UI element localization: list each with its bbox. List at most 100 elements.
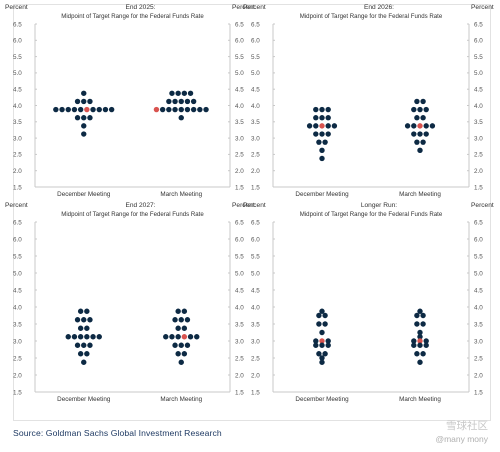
y-tick-label-right: 4.0: [235, 103, 244, 110]
y-tick-label-left: 6.5: [13, 219, 22, 226]
dot: [319, 355, 325, 361]
y-tick-label-right: 3.0: [235, 338, 244, 345]
y-tick-label-left: 5.0: [251, 70, 260, 77]
source-note: Source: Goldman Sachs Global Investment …: [13, 428, 222, 438]
dot: [411, 342, 417, 348]
dot: [313, 131, 319, 137]
y-tick-label-left: 4.0: [13, 304, 22, 311]
y-tick-label-right: 1.5: [235, 389, 244, 396]
dot: [313, 123, 319, 129]
y-tick-label-left: 4.5: [251, 287, 260, 294]
y-tick-label-left: 3.5: [13, 119, 22, 126]
y-tick-label-right: 4.5: [474, 287, 483, 294]
dot: [172, 342, 178, 348]
y-tick-label-left: 5.0: [251, 270, 260, 277]
dot: [313, 342, 319, 348]
y-tick-label-left: 5.0: [13, 70, 22, 77]
dot: [77, 334, 84, 340]
y-axis-title-left: Percent: [5, 4, 28, 11]
y-tick-label-right: 4.0: [474, 304, 483, 311]
dot: [175, 334, 181, 340]
y-tick-label-left: 2.0: [251, 168, 260, 175]
dot: [417, 308, 423, 314]
dot: [420, 139, 426, 145]
y-tick-label-right: 4.5: [235, 287, 244, 294]
dot: [178, 115, 184, 121]
dot: [319, 115, 325, 121]
y-tick-label-right: 5.5: [474, 54, 483, 61]
dot: [81, 131, 87, 137]
dot: [74, 98, 81, 105]
x-category-label: December Meeting: [57, 396, 111, 403]
dot: [159, 106, 166, 113]
y-axis-title-left: Percent: [243, 202, 266, 209]
dot: [325, 123, 331, 129]
y-tick-label-right: 5.5: [235, 54, 244, 61]
median-dot: [319, 123, 325, 129]
x-category-label: December Meeting: [295, 396, 349, 403]
panel-title: End 2025:: [125, 4, 155, 11]
dot: [178, 317, 184, 323]
dot: [175, 308, 181, 314]
y-tick-label-left: 2.0: [13, 168, 22, 175]
dot: [187, 334, 194, 340]
median-dot: [153, 106, 160, 113]
dot: [175, 351, 181, 357]
panel-title: Longer Run:: [361, 202, 397, 209]
dot: [178, 98, 184, 105]
y-tick-label-left: 5.5: [13, 253, 22, 260]
dot: [429, 123, 436, 129]
dot: [319, 131, 325, 137]
dot: [319, 329, 325, 336]
y-tick-label-right: 6.0: [474, 236, 483, 243]
y-tick-label-left: 3.0: [13, 135, 22, 142]
dot: [178, 359, 184, 365]
dot: [175, 90, 181, 96]
dot: [87, 98, 93, 105]
dot: [411, 131, 417, 137]
y-tick-label-left: 4.5: [13, 287, 22, 294]
x-category-label: December Meeting: [295, 191, 349, 198]
y-tick-label-left: 3.0: [251, 135, 260, 142]
dot: [411, 106, 417, 113]
y-tick-label-right: 3.5: [474, 321, 483, 328]
dot: [417, 329, 423, 336]
y-tick-label-right: 4.5: [474, 87, 483, 94]
dot: [319, 147, 325, 154]
dot: [423, 106, 429, 113]
dot: [87, 317, 93, 323]
dot: [184, 98, 191, 105]
panel-subtitle: Midpoint of Target Range for the Federal…: [300, 13, 443, 20]
dot: [322, 139, 328, 145]
y-tick-label-left: 1.5: [13, 389, 22, 396]
y-tick-label-left: 3.0: [13, 338, 22, 345]
y-tick-label-right: 5.0: [474, 70, 483, 77]
y-tick-label-right: 4.0: [474, 103, 483, 110]
dot: [77, 106, 84, 113]
y-tick-label-left: 3.0: [251, 338, 260, 345]
y-tick-label-right: 6.5: [235, 219, 244, 226]
dot: [77, 325, 84, 331]
y-tick-label-left: 6.5: [251, 21, 260, 28]
x-category-label: March Meeting: [399, 191, 441, 198]
y-tick-label-left: 3.5: [251, 119, 260, 126]
dot: [417, 147, 423, 154]
dot: [65, 106, 71, 113]
dot: [414, 312, 420, 319]
y-tick-label-left: 2.5: [13, 152, 22, 159]
dot: [404, 123, 411, 129]
dot: [184, 106, 191, 113]
dot: [325, 338, 331, 344]
watermark-handle: @many mony: [435, 434, 488, 444]
y-tick-label-left: 3.5: [251, 321, 260, 328]
y-tick-label-right: 3.0: [474, 135, 483, 142]
dot: [178, 106, 184, 113]
dot: [420, 321, 426, 327]
dot: [411, 123, 417, 129]
y-tick-label-right: 3.0: [474, 338, 483, 345]
y-tick-label-left: 4.5: [13, 87, 22, 94]
y-tick-label-left: 3.5: [13, 321, 22, 328]
x-category-label: March Meeting: [160, 191, 202, 198]
y-tick-label-left: 2.5: [251, 152, 260, 159]
dot: [414, 115, 420, 121]
